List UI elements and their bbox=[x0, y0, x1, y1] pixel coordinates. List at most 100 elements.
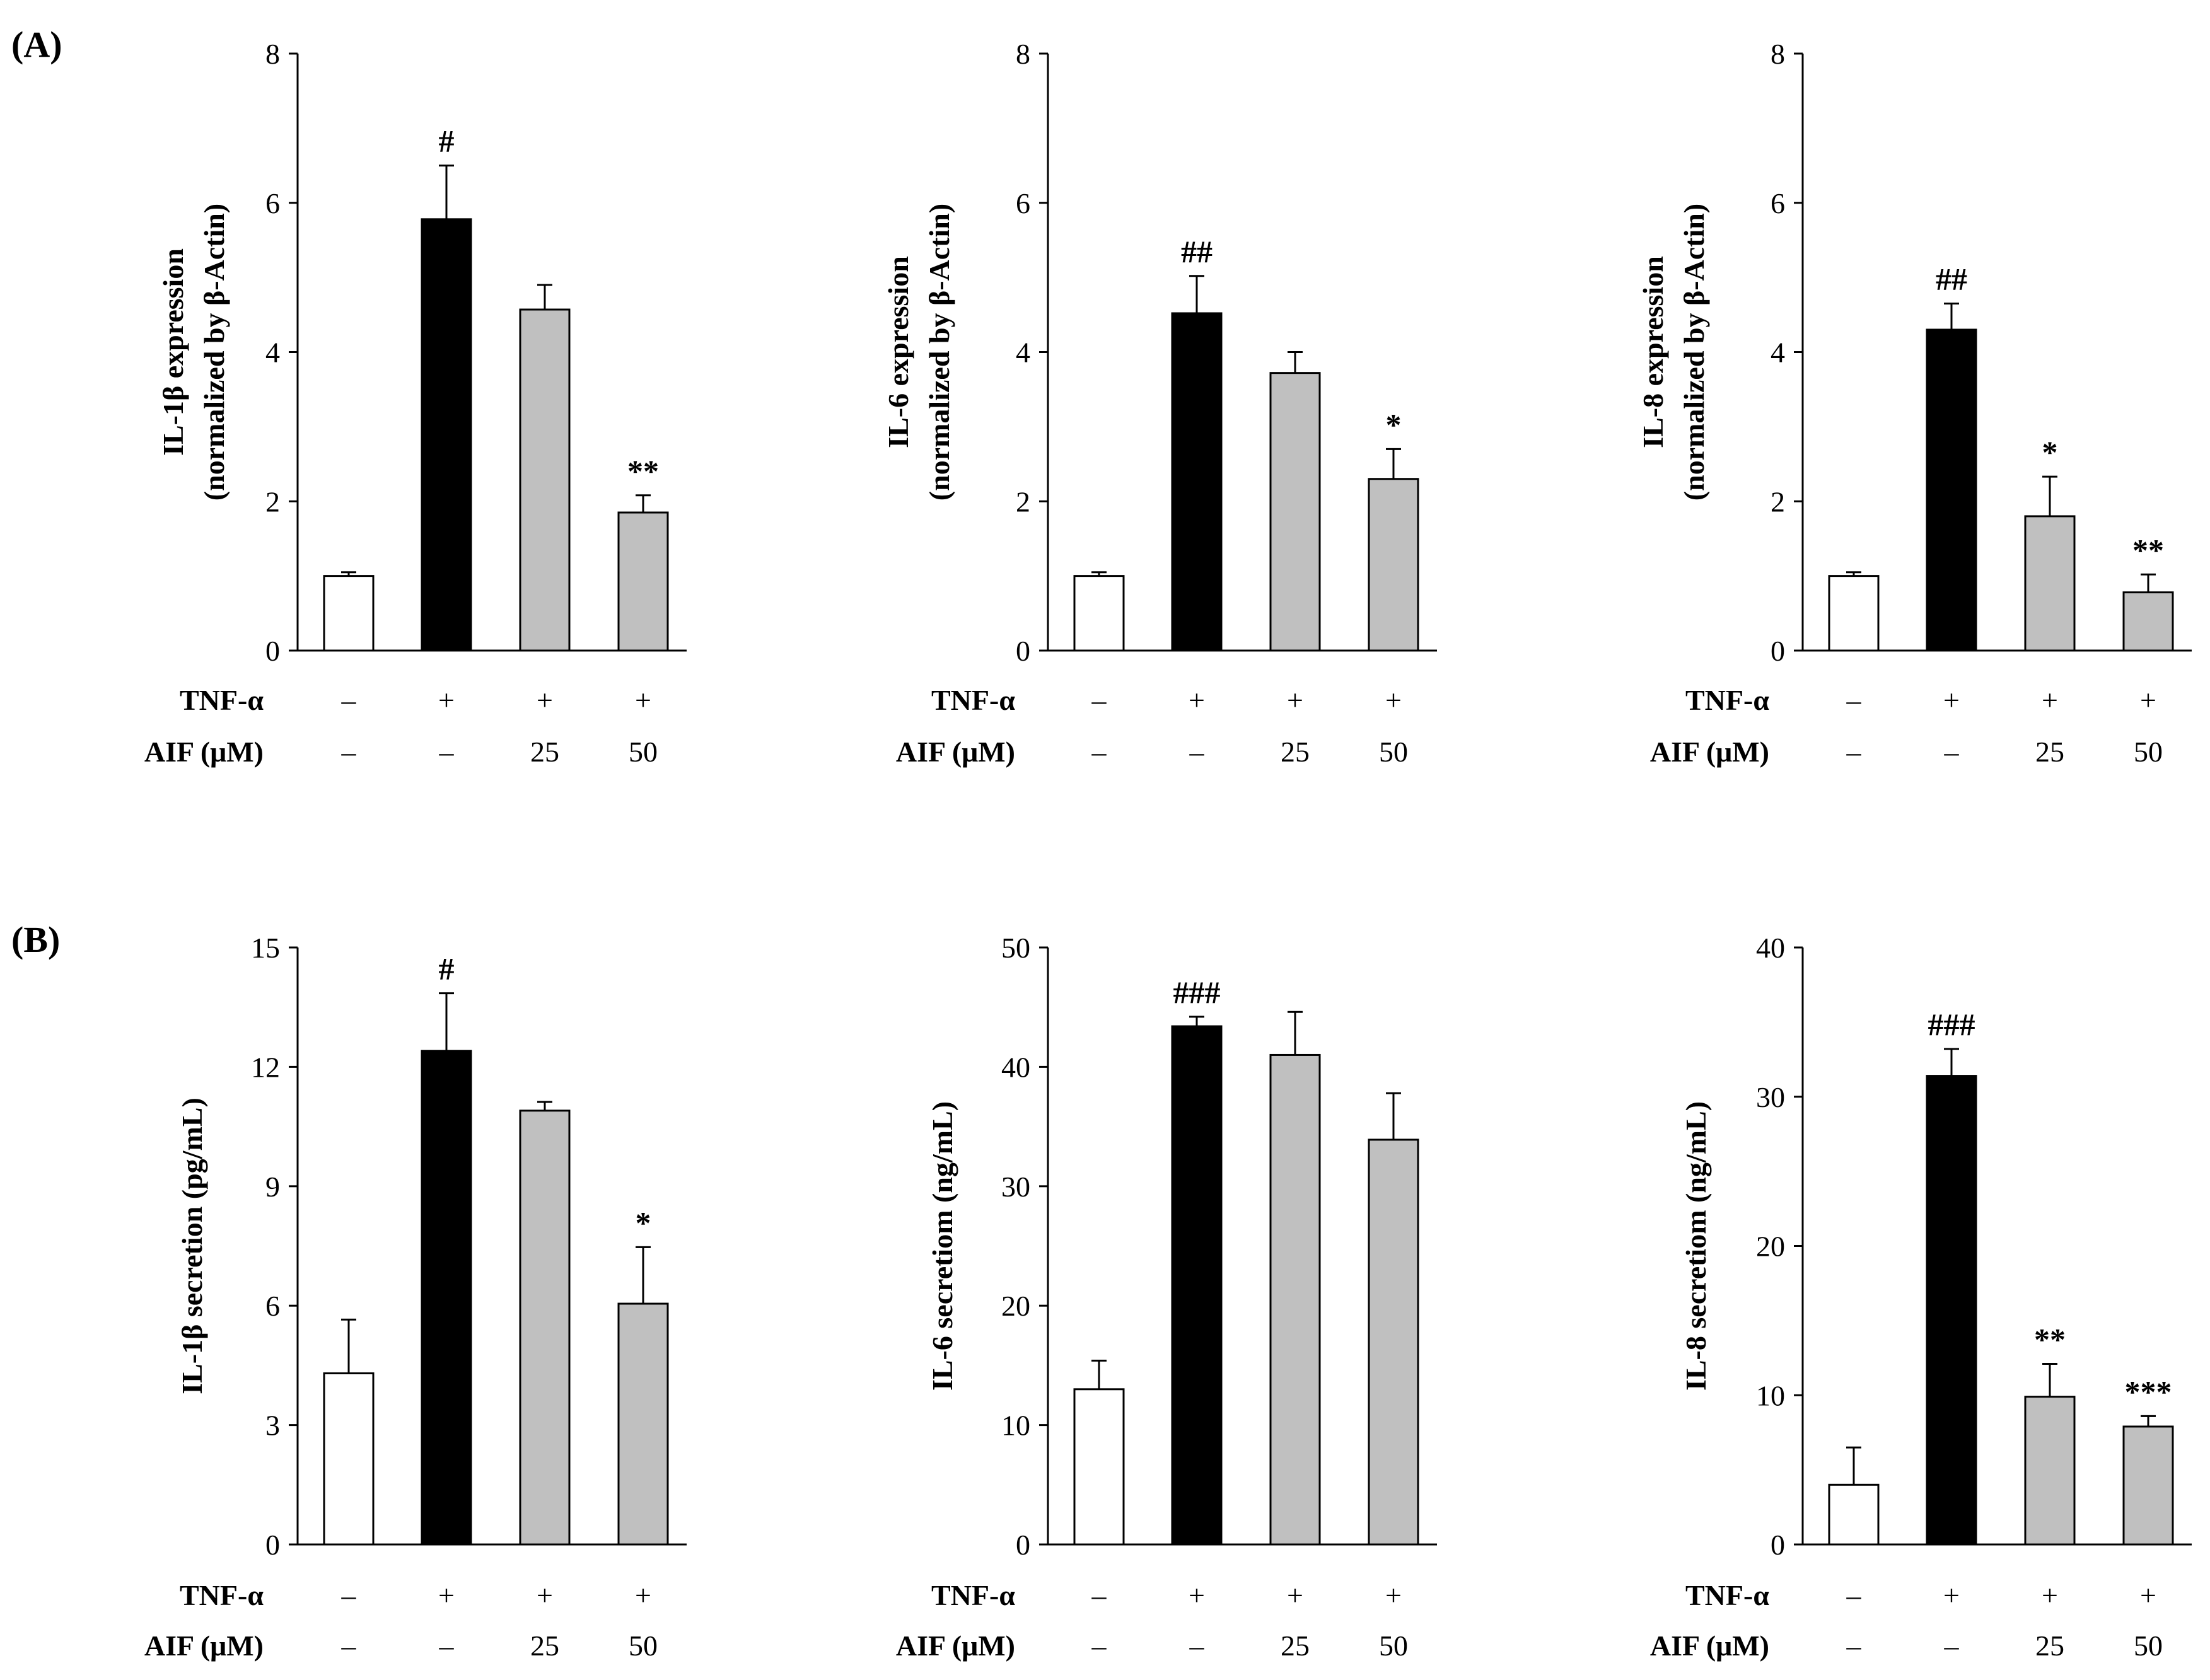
panel-label-b: (B) bbox=[11, 919, 60, 960]
tnf-value: + bbox=[2042, 1579, 2058, 1611]
aif-label: AIF (μM) bbox=[1650, 1630, 1769, 1662]
y-tick-label: 20 bbox=[1001, 1290, 1030, 1322]
bar bbox=[2024, 1396, 2076, 1546]
y-tick-label: 9 bbox=[265, 1171, 280, 1203]
y-tick-label: 40 bbox=[1756, 932, 1785, 964]
aif-value: – bbox=[439, 736, 455, 768]
aif-value: 25 bbox=[2035, 736, 2064, 768]
aif-value: – bbox=[341, 1630, 357, 1662]
tnf-label: TNF-α bbox=[931, 1579, 1015, 1611]
bar bbox=[519, 308, 571, 652]
bar bbox=[1073, 575, 1125, 652]
tnf-value: + bbox=[1189, 684, 1205, 716]
y-tick-label: 0 bbox=[1016, 635, 1030, 667]
tnf-value: – bbox=[1091, 1579, 1107, 1611]
tnf-value: + bbox=[2042, 684, 2058, 716]
aif-label: AIF (μM) bbox=[1650, 736, 1769, 768]
y-tick-label: 0 bbox=[1016, 1529, 1030, 1561]
significance-mark: * bbox=[636, 1205, 651, 1240]
y-tick-label: 4 bbox=[1016, 337, 1030, 369]
aif-value: – bbox=[1091, 736, 1107, 768]
aif-value: 25 bbox=[1281, 1630, 1310, 1662]
bar bbox=[1171, 312, 1223, 652]
y-axis-label-line2: (normalized by β-Actin) bbox=[923, 204, 955, 501]
bar bbox=[323, 575, 375, 652]
tnf-value: – bbox=[341, 1579, 357, 1611]
aif-value: 50 bbox=[2134, 1630, 2163, 1662]
panel-label-a: (A) bbox=[11, 24, 62, 65]
y-axis-label: IL-1β expression bbox=[157, 248, 189, 456]
aif-value: – bbox=[1846, 736, 1862, 768]
tnf-value: + bbox=[1385, 684, 1402, 716]
aif-value: – bbox=[341, 736, 357, 768]
significance-mark: ** bbox=[2034, 1322, 2066, 1357]
y-tick-label: 0 bbox=[265, 1529, 280, 1561]
significance-mark: ## bbox=[1181, 234, 1213, 269]
significance-mark: * bbox=[2042, 434, 2058, 470]
aif-label: AIF (μM) bbox=[144, 1630, 264, 1662]
bar bbox=[519, 1109, 571, 1546]
y-axis-label: IL-8 expression bbox=[1637, 256, 1669, 448]
aif-value: – bbox=[1944, 1630, 1960, 1662]
y-tick-label: 0 bbox=[265, 635, 280, 667]
tnf-value: + bbox=[1287, 684, 1303, 716]
y-tick-label: 8 bbox=[1771, 38, 1785, 70]
aif-value: 50 bbox=[629, 736, 658, 768]
aif-value: 25 bbox=[1281, 736, 1310, 768]
tnf-label: TNF-α bbox=[1685, 684, 1769, 716]
bar bbox=[2122, 1425, 2174, 1546]
significance-mark: # bbox=[439, 951, 455, 987]
y-axis-label: IL-1β secretion (pg/mL) bbox=[176, 1098, 208, 1394]
bar bbox=[1368, 478, 1419, 652]
tnf-value: + bbox=[537, 684, 553, 716]
y-axis-label: IL-6 secretiom (ng/mL) bbox=[926, 1101, 958, 1391]
aif-value: 50 bbox=[1379, 1630, 1408, 1662]
aif-value: 50 bbox=[1379, 736, 1408, 768]
bar bbox=[1171, 1025, 1223, 1546]
tnf-value: + bbox=[1385, 1579, 1402, 1611]
significance-mark: *** bbox=[2125, 1374, 2172, 1409]
bar bbox=[323, 1372, 375, 1546]
bar bbox=[617, 1302, 669, 1546]
y-tick-label: 15 bbox=[251, 932, 280, 964]
tnf-label: TNF-α bbox=[1685, 1579, 1769, 1611]
aif-value: – bbox=[439, 1630, 455, 1662]
significance-mark: ### bbox=[1173, 975, 1221, 1010]
y-tick-label: 6 bbox=[1016, 187, 1030, 219]
y-tick-label: 6 bbox=[1771, 187, 1785, 219]
tnf-value: – bbox=[1846, 684, 1862, 716]
significance-mark: ## bbox=[1936, 262, 1967, 297]
y-tick-label: 2 bbox=[1771, 485, 1785, 518]
tnf-value: + bbox=[635, 1579, 651, 1611]
tnf-value: + bbox=[2140, 684, 2156, 716]
y-tick-label: 4 bbox=[1771, 337, 1785, 369]
tnf-value: + bbox=[1943, 1579, 1960, 1611]
y-tick-label: 6 bbox=[265, 187, 280, 219]
y-tick-label: 3 bbox=[265, 1410, 280, 1442]
significance-mark: ** bbox=[2132, 532, 2164, 567]
bar bbox=[1926, 1075, 1977, 1546]
y-axis-label: IL-8 secretiom (ng/mL) bbox=[1680, 1101, 1712, 1391]
bar bbox=[1269, 1053, 1321, 1546]
bar bbox=[421, 1050, 472, 1546]
aif-value: – bbox=[1091, 1630, 1107, 1662]
significance-mark: ** bbox=[627, 453, 659, 489]
y-axis-label-line2: (normalized by β-Actin) bbox=[198, 204, 230, 501]
y-tick-label: 12 bbox=[251, 1051, 280, 1083]
tnf-value: + bbox=[2140, 1579, 2156, 1611]
significance-mark: * bbox=[1386, 407, 1402, 442]
tnf-label: TNF-α bbox=[180, 1579, 264, 1611]
tnf-label: TNF-α bbox=[180, 684, 264, 716]
tnf-value: – bbox=[341, 684, 357, 716]
aif-value: – bbox=[1846, 1630, 1862, 1662]
y-tick-label: 30 bbox=[1756, 1081, 1785, 1113]
y-tick-label: 10 bbox=[1756, 1379, 1785, 1411]
aif-label: AIF (μM) bbox=[144, 736, 264, 768]
y-tick-label: 8 bbox=[265, 38, 280, 70]
aif-value: – bbox=[1944, 736, 1960, 768]
y-tick-label: 0 bbox=[1771, 635, 1785, 667]
y-tick-label: 4 bbox=[265, 337, 280, 369]
tnf-value: + bbox=[635, 684, 651, 716]
tnf-value: + bbox=[438, 1579, 455, 1611]
tnf-value: – bbox=[1846, 1579, 1862, 1611]
